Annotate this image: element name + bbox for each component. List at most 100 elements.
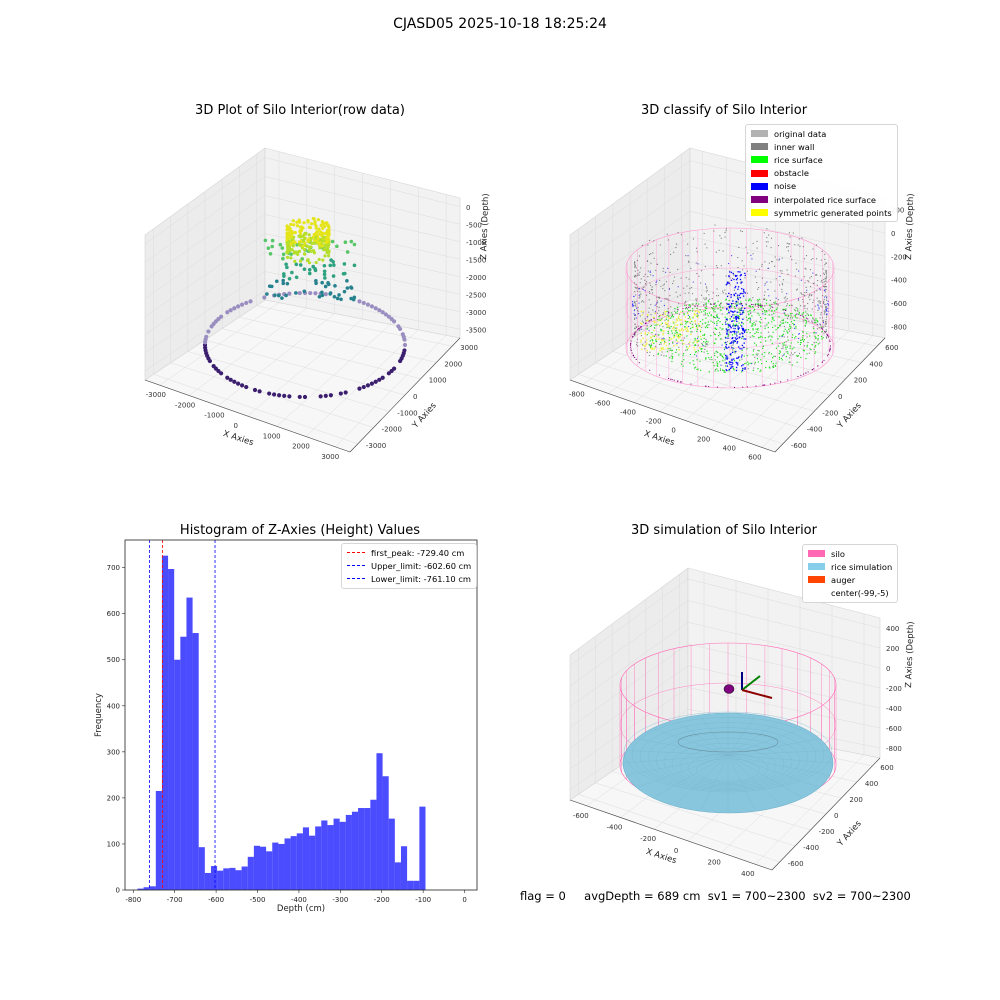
classify-rice-point <box>700 369 702 371</box>
classify-wall-point <box>727 335 729 337</box>
classify-wall-point <box>817 280 819 282</box>
classify-rice-point <box>660 328 662 330</box>
classify-wall-point <box>718 249 720 251</box>
classify-wall-point <box>789 236 791 238</box>
classify-noise-point <box>736 331 738 333</box>
classify-rice-point <box>708 371 710 373</box>
classify-wall-point <box>649 292 651 294</box>
raw-data-point <box>232 306 237 311</box>
classify-symmetric-point <box>694 310 697 313</box>
classify-noise-point <box>824 296 826 298</box>
classify-wall-point <box>764 282 766 284</box>
classify-wall-point <box>786 305 788 307</box>
classify-symmetric-point <box>678 333 680 336</box>
classify-interpolated-point <box>800 374 802 376</box>
classify-symmetric-point <box>646 342 648 344</box>
raw-data-point <box>281 256 285 261</box>
classify-rice-point <box>732 317 735 319</box>
classify-rice-point <box>663 338 665 340</box>
classify-rice-point <box>714 370 716 372</box>
classify-wall-point <box>680 277 682 279</box>
classify-wall-point <box>731 345 733 347</box>
classify-rice-point <box>788 328 790 331</box>
classify-rice-point <box>799 343 801 346</box>
classify-wall-point <box>825 329 827 331</box>
classify-rice-point <box>696 324 698 327</box>
raw-data-point <box>323 276 327 280</box>
classify-wall-point <box>715 251 717 253</box>
classify-noise-point <box>735 350 737 353</box>
classify-noise-point <box>798 333 800 335</box>
histogram-bar <box>296 833 303 890</box>
classify-rice-point <box>697 350 700 352</box>
classify-interpolated-point <box>763 384 765 386</box>
classify-wall-point <box>670 349 673 351</box>
classify-noise-point <box>798 338 800 340</box>
classify-wall-point <box>711 298 713 300</box>
classify-wall-point <box>688 261 690 263</box>
classify-wall-point <box>716 295 718 297</box>
classify-noise-point <box>739 278 742 281</box>
classify-wall-point <box>776 259 778 261</box>
cls-y-tick-label: 200 <box>854 377 867 385</box>
classify-wall-point <box>825 308 827 310</box>
classify-wall-point <box>792 353 794 356</box>
classify-wall-point <box>755 323 757 325</box>
raw-data-point <box>285 251 290 255</box>
classify-wall-point <box>704 303 706 305</box>
classify-noise-point <box>632 300 634 302</box>
classify-noise-point <box>730 331 732 333</box>
raw-data-point <box>335 296 340 301</box>
classify-noise-point <box>740 292 742 295</box>
classify-rice-point <box>778 356 780 358</box>
rice-mesh-line <box>727 754 829 776</box>
classify-rice-point <box>773 355 775 358</box>
classify-wall-point <box>764 291 766 293</box>
classify-wall-point <box>686 321 688 323</box>
classify-rice-point <box>712 307 714 310</box>
raw-data-point <box>293 259 297 264</box>
classify-noise-point <box>824 290 826 292</box>
classify-wall-point <box>721 313 723 315</box>
classify-wall-point <box>797 310 799 312</box>
classify-rice-point <box>671 355 674 358</box>
classify-wall-point <box>817 300 819 302</box>
raw-data-point <box>328 291 333 295</box>
classify-rice-point <box>787 352 789 355</box>
classify-rice-point <box>699 309 701 311</box>
classify-rice-point <box>794 337 796 339</box>
classify-rice-point <box>796 361 798 363</box>
classify-noise-point <box>732 325 734 327</box>
classify-wall-point <box>766 245 768 247</box>
raw-data-point <box>377 308 382 313</box>
classify-rice-point <box>707 300 709 302</box>
classify-wall-point <box>634 304 636 307</box>
classify-rice-point <box>775 329 777 331</box>
raw-data-point <box>266 246 271 250</box>
classify-rice-point <box>714 311 716 313</box>
raw-data-point <box>228 308 233 313</box>
classify-rice-point <box>687 308 689 310</box>
classify-rice-point <box>705 317 707 319</box>
classify-wall-point <box>714 368 717 371</box>
classify-interpolated-point <box>817 365 819 367</box>
classify-wall-point <box>634 264 636 266</box>
classify-noise-point <box>728 325 730 327</box>
classify-rice-point <box>760 335 762 337</box>
raw-data-point <box>321 258 325 262</box>
classify-interpolated-point <box>827 336 829 338</box>
histogram-bar <box>260 846 267 890</box>
classify-rice-point <box>775 362 777 364</box>
classify-rice-point <box>669 317 672 319</box>
classify-wall-point <box>787 246 789 248</box>
classify-wall-point <box>651 292 653 294</box>
classify-legend-label: original data <box>774 128 827 139</box>
classify-rice-point <box>683 359 685 361</box>
classify-noise-point <box>797 298 799 300</box>
classify-wall-point <box>823 281 825 283</box>
classify-rice-point <box>694 351 697 353</box>
classify-rice-point <box>795 327 797 329</box>
raw-data-point <box>323 292 328 297</box>
classify-rice-point <box>693 353 696 356</box>
classify-symmetric-point <box>657 323 659 325</box>
